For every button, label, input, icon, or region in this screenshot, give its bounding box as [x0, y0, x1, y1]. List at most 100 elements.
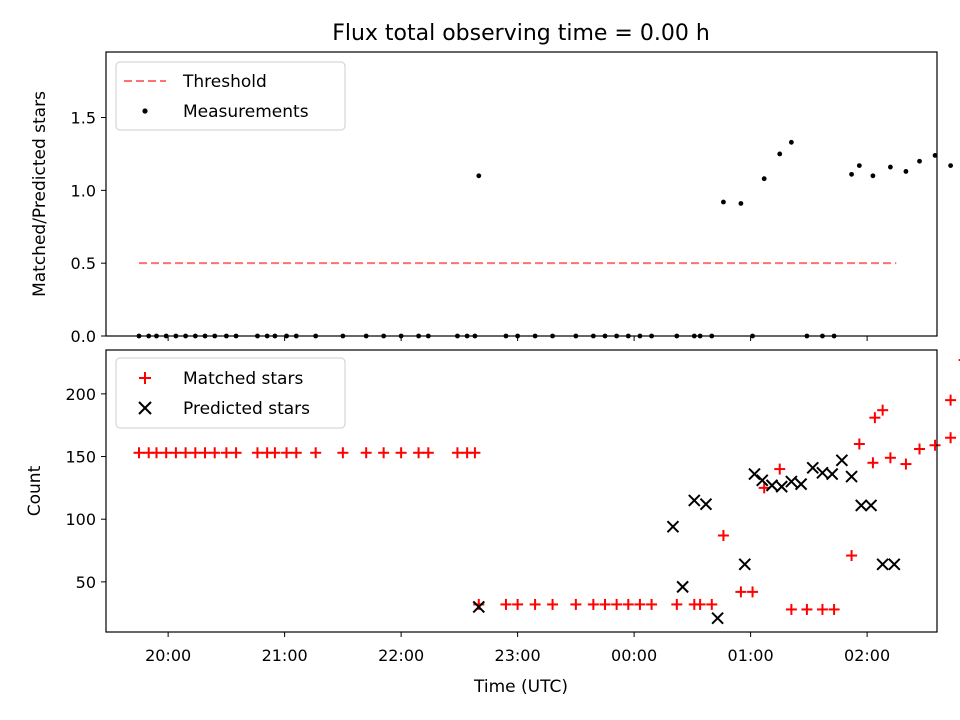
x-tick-label: 20:00	[145, 646, 191, 665]
measurement-point	[856, 163, 862, 169]
predicted-stars-legend-swatch	[138, 401, 152, 415]
matched-star-point	[599, 598, 611, 610]
predicted-star-point	[472, 600, 485, 614]
predicted-star-point	[845, 470, 858, 483]
matched-star-point	[337, 447, 349, 459]
predicted-star-point	[775, 480, 788, 493]
matched-star-point	[395, 447, 407, 459]
y-tick-label: 1.0	[71, 181, 96, 200]
matched-star-point	[189, 447, 201, 459]
predicted-stars-legend-label: Predicted stars	[183, 399, 310, 419]
predicted-star-point	[699, 497, 713, 511]
matched-star-point	[846, 550, 858, 562]
measurement-point	[948, 163, 953, 169]
matched-star-point	[611, 598, 623, 610]
predicted-star-point	[806, 461, 819, 475]
top-y-axis: 0.0 0.5 1.0 1.5	[71, 109, 106, 346]
matched-star-point	[877, 404, 889, 416]
predicted-star-point	[711, 612, 724, 625]
measurement-point	[777, 151, 783, 157]
matched-star-point	[853, 438, 865, 450]
x-tick-label: 22:00	[378, 646, 424, 665]
predicted-star-point	[825, 467, 839, 481]
matched-star-point	[547, 598, 559, 610]
matched-star-point	[570, 598, 582, 610]
bottom-y-axis: 50 100 150 200	[65, 385, 106, 592]
matched-star-point	[785, 603, 797, 615]
matched-star-point	[180, 447, 192, 459]
matched-star-point	[587, 598, 599, 610]
bottom-marks	[133, 359, 960, 625]
y-tick-label: 50	[76, 573, 96, 592]
predicted-star-point	[688, 494, 701, 507]
matched-star-point	[220, 447, 232, 459]
matched-star-point	[251, 447, 263, 459]
x-tick-label: 01:00	[728, 646, 774, 665]
top-plot-frame	[105, 51, 938, 337]
y-tick-label: 150	[65, 448, 96, 467]
bottom-legend: Matched stars Predicted stars	[115, 357, 346, 429]
matched-stars-legend-swatch	[139, 372, 151, 384]
predicted-star-point	[876, 558, 889, 571]
y-tick-label: 100	[65, 510, 96, 529]
predicted-star-point	[794, 477, 808, 491]
top-panel: 0.0 0.5 1.0 1.5 Matched/Predicted stars Thr…	[30, 51, 953, 346]
bottom-legend-box	[115, 357, 346, 429]
predicted-star-point	[738, 558, 751, 571]
y-tick-label: 0.0	[71, 327, 96, 346]
matched-star-point	[801, 603, 813, 615]
matched-star-point	[634, 598, 646, 610]
top-chart-title: Flux total observing time = 0.00 h	[332, 21, 710, 46]
matched-star-point	[694, 598, 706, 610]
bottom-y-axis-label: Count	[25, 465, 45, 516]
matched-star-point	[717, 529, 729, 541]
bottom-panel: 50 100 150 200 20:00 21:00 22:00 23:00 00:00 01:…	[25, 349, 960, 697]
matched-star-point	[945, 394, 957, 406]
predicted-star-point	[748, 467, 761, 481]
bottom-x-axis: 20:00 21:00 22:00 23:00 00:00 01:00 02:00	[145, 632, 890, 665]
matched-star-point	[310, 447, 322, 459]
measurement-point	[888, 164, 893, 170]
matched-star-point	[758, 482, 770, 494]
matched-star-point	[290, 447, 302, 459]
y-tick-label: 1.5	[71, 109, 96, 128]
matched-star-point	[281, 447, 293, 459]
matched-star-point	[622, 598, 634, 610]
y-tick-label: 0.5	[71, 254, 96, 273]
predicted-star-point	[855, 499, 868, 512]
matched-star-point	[269, 447, 281, 459]
top-x-axis	[167, 336, 868, 341]
matched-star-point	[747, 586, 759, 598]
threshold-legend-label: Threshold	[182, 72, 267, 92]
x-tick-label: 23:00	[495, 646, 541, 665]
measurement-point	[476, 173, 482, 179]
top-marks	[136, 139, 953, 339]
y-tick-label: 200	[65, 385, 96, 404]
measurement-point	[738, 201, 744, 206]
x-tick-label: 00:00	[611, 646, 657, 665]
matched-star-point	[816, 603, 828, 615]
matched-star-point	[209, 447, 221, 459]
matched-star-point	[199, 447, 211, 459]
matched-star-point	[422, 447, 434, 459]
matched-star-point	[884, 452, 896, 464]
predicted-star-point	[676, 580, 689, 594]
predicted-star-point	[864, 499, 878, 512]
matched-star-point	[413, 447, 425, 459]
bottom-plot-frame	[105, 349, 938, 633]
matched-star-point	[500, 598, 512, 610]
matched-star-point	[469, 447, 481, 459]
predicted-star-point	[888, 558, 901, 571]
measurement-point	[849, 171, 854, 177]
matched-star-point	[706, 598, 718, 610]
measurement-point	[903, 169, 909, 174]
matched-star-point	[160, 447, 172, 459]
measurement-point	[721, 199, 726, 205]
matched-star-point	[529, 598, 541, 610]
measurements-legend-label: Measurements	[183, 102, 309, 122]
matched-star-point	[451, 447, 463, 459]
top-y-axis-label: Matched/Predicted stars	[30, 91, 50, 297]
bottom-x-axis-label: Time (UTC)	[473, 677, 568, 697]
measurement-point	[788, 139, 794, 145]
